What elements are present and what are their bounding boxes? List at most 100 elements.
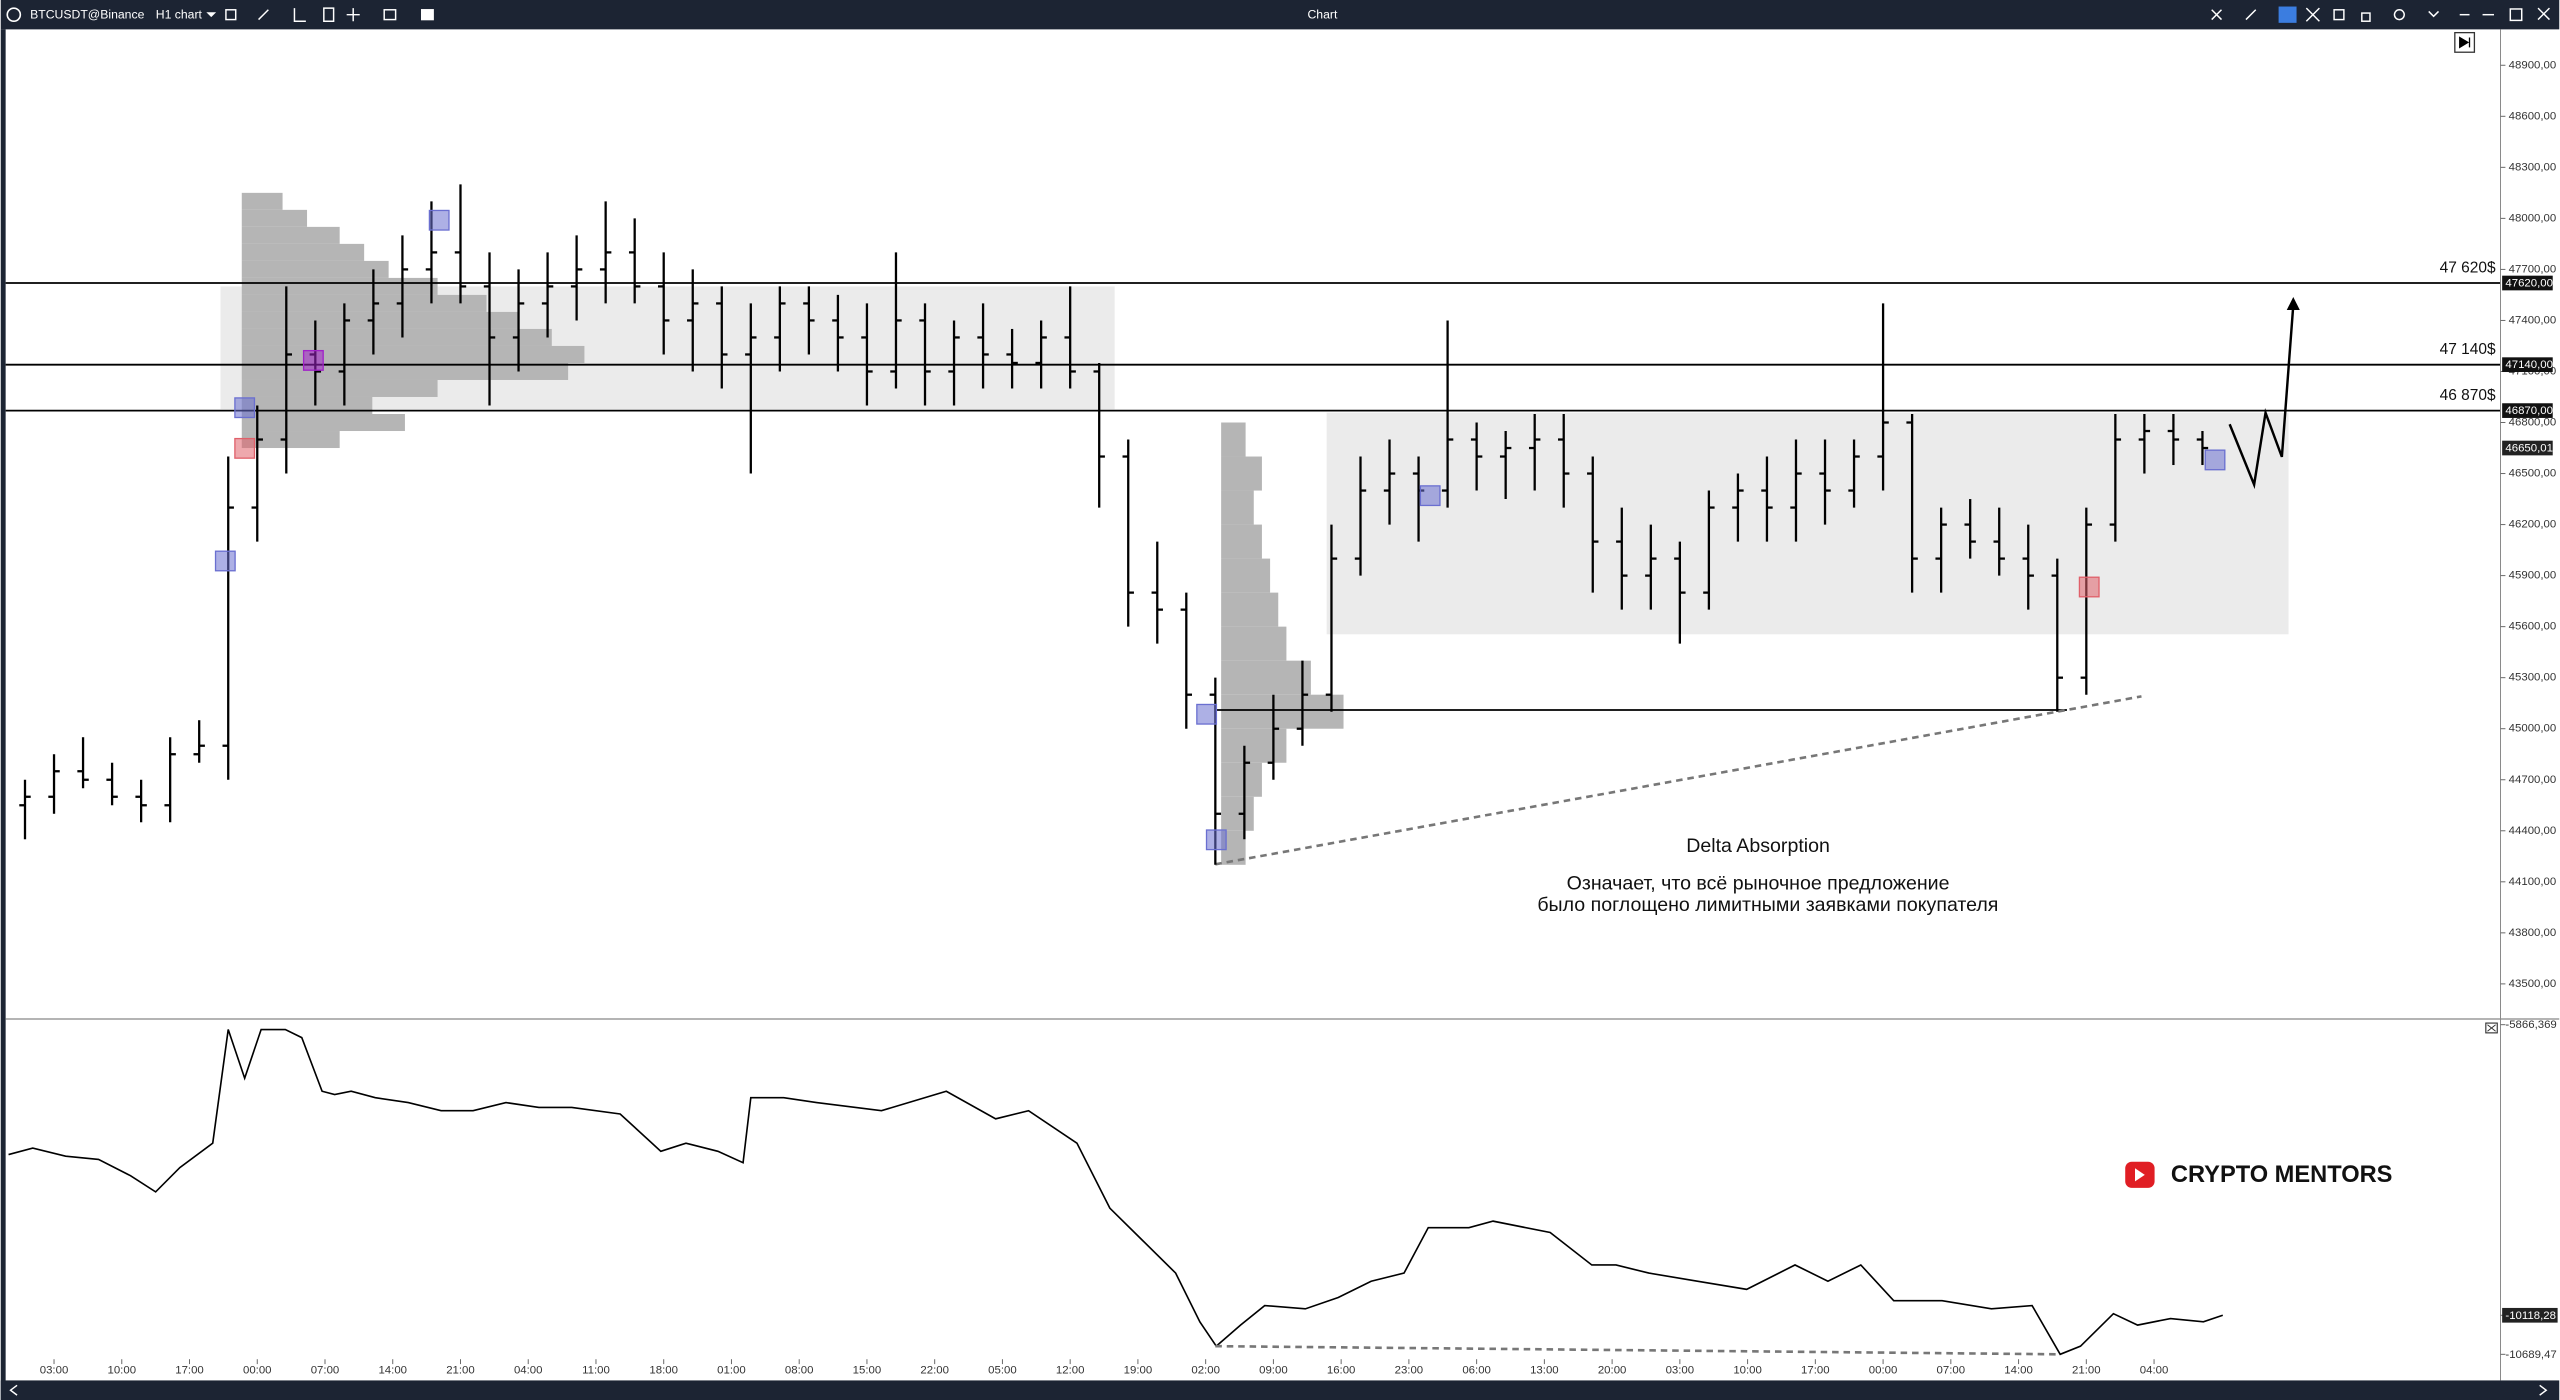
x-tick-label: 12:00 [1056,1365,1085,1377]
profile-bar [241,414,405,432]
x-tick-label: 10:00 [1733,1365,1762,1377]
tool-icon[interactable] [420,9,434,21]
levels: 47 620$ 47 140$ 46 870$ [5,259,2501,412]
x-tick-label: 08:00 [785,1365,814,1377]
y-tick-label: 46200,00 [2509,519,2557,531]
tool-icon-active[interactable] [2278,6,2297,23]
level-label: 47 140$ [2440,341,2496,358]
profile-bar [1221,558,1271,593]
x-tick-label: 06:00 [1462,1365,1491,1377]
y-tick-label: 46500,00 [2509,468,2557,480]
y-tick-label: 48600,00 [2509,110,2557,122]
pane-close-icon [2487,1024,2496,1032]
dropdown-icon[interactable] [206,12,217,18]
annotation-line: было поглощено лимитными заявками покупа… [1537,894,1998,916]
tool-icon[interactable] [258,9,269,21]
absorption-marker [428,209,450,231]
x-tick-label: 23:00 [1395,1365,1424,1377]
profile-bar [1221,796,1254,831]
profile-bar [1221,456,1262,491]
y-tick-label: 47400,00 [2509,314,2557,326]
profile-bar [241,243,365,261]
profile-bar [1221,626,1287,661]
last-price-box [2502,440,2553,456]
timeframe[interactable]: H1 chart [156,8,203,22]
tool-icon[interactable] [293,8,306,22]
profile-bar [241,277,438,295]
x-tick-label: 15:00 [853,1365,882,1377]
level-price-box [2502,275,2553,291]
absorption-marker [1196,703,1218,725]
x-tick-label: 04:00 [514,1365,543,1377]
price-axis: 48900,00 48600,00 48300,00 48000,00 47700,00… [2500,59,2557,990]
profile-bar [1221,592,1279,627]
x-tick-label: 18:00 [649,1365,678,1377]
markers [214,209,2226,851]
x-tick-label: 21:00 [446,1365,475,1377]
delta-pane: -5866,369 -10118,28 -10689,47 [8,1019,2558,1361]
annotation-line: Означает, что всё рыночное предложение [1567,873,1950,895]
x-tick-label: 14:00 [378,1365,407,1377]
tool-icon[interactable] [2305,7,2320,22]
level-price-box [2502,357,2553,373]
x-tick-label: 00:00 [243,1365,272,1377]
y-tick-label: 44700,00 [2509,774,2557,786]
y-tick-label: -5866,369 [2505,1019,2556,1031]
tool-icon[interactable] [346,8,360,22]
scroll-right[interactable] [2539,1384,2548,1396]
tool-icon[interactable] [2428,10,2440,18]
tool-icon[interactable] [2211,9,2223,21]
level-label: 47 620$ [2440,259,2496,276]
x-tick-label: 09:00 [1259,1365,1288,1377]
profile-bar [241,345,585,363]
x-tick-label: 22:00 [920,1365,949,1377]
profile-bar [241,328,552,346]
absorption-marker [302,349,324,371]
toolbar-right [2211,6,2550,23]
tool-icon[interactable] [2333,9,2345,21]
y-tick-label: 45000,00 [2509,723,2557,735]
scroll-left[interactable] [9,1384,18,1396]
level-price-label: 47140,00 [2505,359,2553,371]
maximize[interactable] [2509,8,2523,22]
tool-icon[interactable] [383,9,397,21]
x-tick-label: 00:00 [1869,1365,1898,1377]
x-tick-label: 16:00 [1327,1365,1356,1377]
y-tick-label: 45600,00 [2509,621,2557,633]
x-tick-label: 07:00 [1937,1365,1966,1377]
tool-icon[interactable] [2361,12,2371,22]
toolbar-left [225,7,434,22]
app-icon[interactable] [6,7,22,23]
delta-line [8,1028,2224,1356]
scroll-icon [2459,36,2471,49]
absorption-marker [234,397,256,419]
tool-icon[interactable] [225,9,237,21]
profile-bar [241,431,340,449]
last-price-label: 46650,01 [2505,443,2553,455]
x-tick-label: 14:00 [2004,1365,2033,1377]
projection-arrow [2286,296,2300,311]
y-tick-label: 44100,00 [2509,876,2557,888]
x-tick-label: 17:00 [175,1365,204,1377]
trend-lines [1215,695,2142,866]
x-tick-label: 02:00 [1191,1365,1220,1377]
x-tick-label: 17:00 [1801,1365,1830,1377]
tool-icon[interactable] [323,7,335,22]
y-tick-label: 45900,00 [2509,570,2557,582]
y-tick-label: 48300,00 [2509,161,2557,173]
time-axis: 03:00 10:00 17:00 00:00 07:00 14:00 21:00 04:00… [40,1359,2168,1377]
trend-line [1215,1344,2058,1356]
projection-path [2228,305,2295,490]
profile-bar [1221,422,1246,457]
absorption-marker [1419,485,1441,507]
trend-line [1215,695,2142,866]
level-price-box [2502,403,2553,418]
tool-icon[interactable] [2393,9,2405,21]
symbol[interactable]: BTCUSDT@Binance [30,8,144,22]
bottom-bar [0,1380,2560,1400]
close[interactable] [2537,7,2550,21]
youtube-play [2135,1168,2145,1182]
profile-bar [241,192,283,210]
tool-icon[interactable] [2245,9,2257,21]
